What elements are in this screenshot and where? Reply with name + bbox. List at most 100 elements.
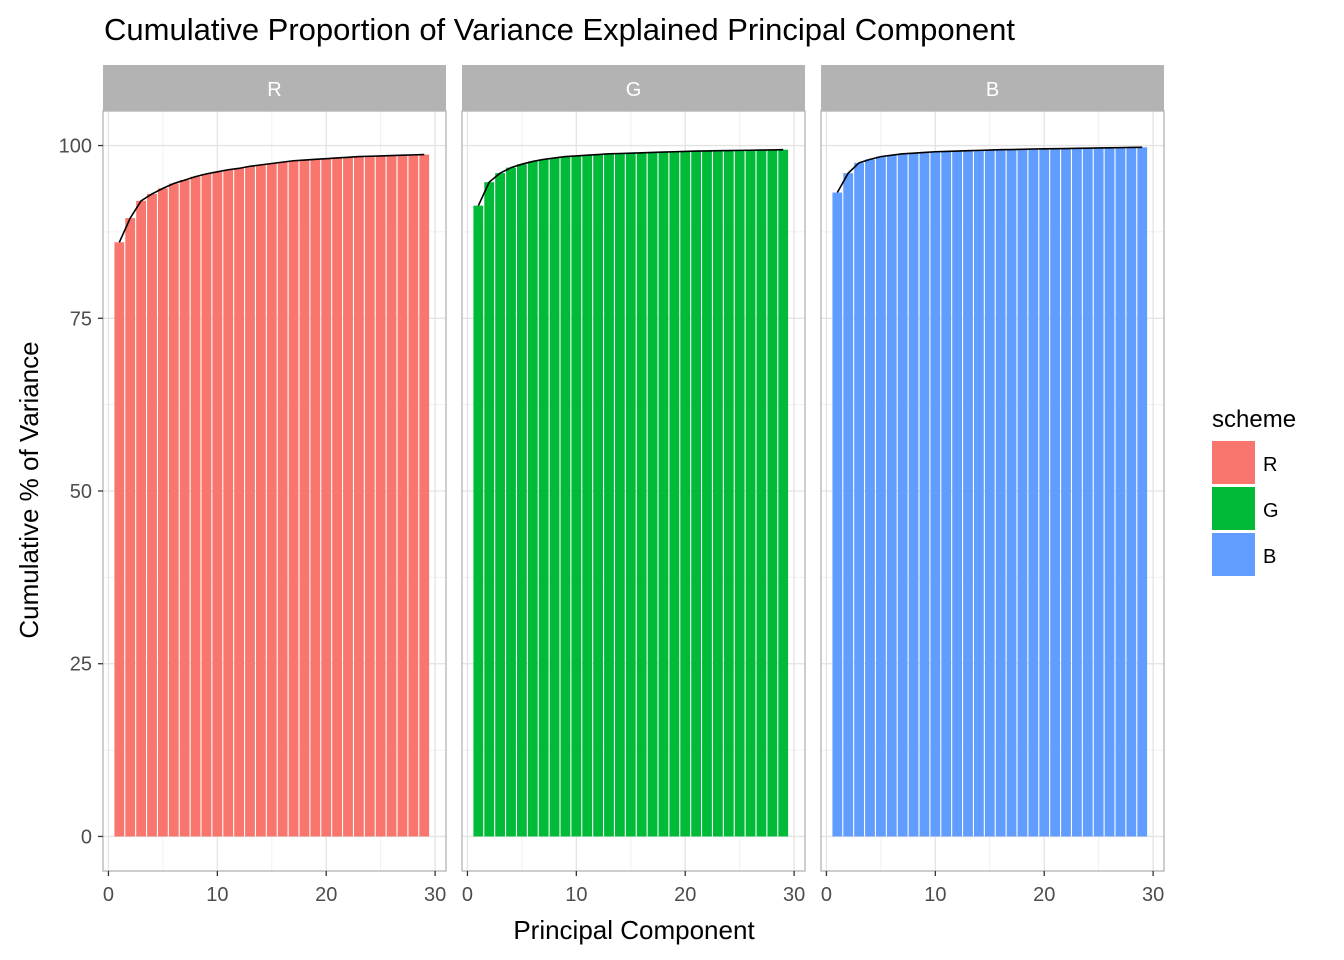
legend-title: scheme (1212, 406, 1296, 433)
bar-r-29 (419, 154, 430, 837)
bar-g-8 (549, 157, 560, 837)
bar-g-11 (582, 155, 593, 837)
bar-g-9 (560, 156, 571, 837)
bar-g-1 (473, 205, 484, 837)
bar-b-25 (1093, 147, 1104, 837)
bar-g-27 (756, 150, 767, 837)
bar-b-6 (886, 155, 897, 837)
bar-g-16 (636, 152, 647, 837)
bar-g-28 (767, 149, 778, 837)
chart-title: Cumulative Proportion of Variance Explai… (104, 12, 1015, 47)
bar-g-6 (527, 161, 538, 837)
bar-g-13 (604, 153, 614, 837)
bar-b-26 (1104, 147, 1115, 837)
bar-r-5 (157, 188, 168, 837)
x-tick-label: 10 (206, 884, 228, 906)
bar-g-7 (538, 159, 549, 837)
y-axis: 0 25 50 75 100 (59, 136, 103, 848)
strip-label-r: R (267, 79, 281, 101)
bar-g-2 (484, 182, 495, 837)
bar-b-28 (1126, 147, 1137, 837)
x-tick-label: 0 (821, 884, 832, 906)
strip-label-b: B (986, 79, 999, 101)
bar-b-19 (1028, 149, 1039, 837)
bar-b-21 (1050, 148, 1061, 837)
legend-key-r (1212, 441, 1255, 484)
bar-b-4 (865, 159, 875, 837)
bar-r-28 (408, 154, 419, 837)
bar-g-26 (745, 150, 756, 837)
bar-r-25 (375, 155, 386, 837)
bar-r-9 (201, 173, 212, 837)
y-tick-label: 100 (59, 136, 92, 158)
bar-r-10 (212, 171, 223, 837)
legend-key-b (1212, 533, 1255, 576)
line-g (477, 148, 784, 206)
x-tick-label: 20 (674, 884, 696, 906)
bar-g-17 (647, 152, 658, 837)
legend: scheme R G B (1212, 406, 1296, 576)
legend-label-g: G (1263, 500, 1279, 522)
bar-r-6 (168, 183, 179, 837)
legend-key-g (1212, 487, 1255, 530)
bar-r-11 (223, 169, 234, 837)
bar-r-7 (179, 180, 190, 837)
bar-g-5 (516, 164, 527, 837)
bar-g-22 (702, 150, 712, 837)
bar-b-3 (854, 162, 865, 837)
bar-g-23 (712, 150, 723, 837)
bar-b-16 (995, 149, 1006, 837)
bar-b-22 (1061, 148, 1071, 837)
bar-b-20 (1039, 148, 1050, 837)
line-r (118, 153, 425, 243)
bar-g-20 (680, 151, 691, 837)
legend-label-r: R (1263, 454, 1277, 476)
x-tick-label: 30 (424, 884, 446, 906)
x-tick-label: 30 (1142, 884, 1164, 906)
y-tick-label: 50 (70, 481, 92, 503)
bar-b-11 (941, 151, 952, 837)
bar-g-10 (571, 155, 582, 837)
bar-g-24 (723, 150, 734, 837)
x-tick-label: 20 (1033, 884, 1055, 906)
bar-r-13 (245, 166, 255, 837)
bar-g-14 (614, 153, 625, 837)
x-tick-label: 0 (103, 884, 114, 906)
panels-layer: R 0 10 20 30 G 0 10 20 30 B 0 10 20 30 (102, 65, 1165, 906)
x-tick-label: 10 (565, 884, 587, 906)
bar-g-18 (658, 152, 669, 837)
bar-r-24 (364, 156, 375, 837)
bar-r-20 (321, 158, 332, 837)
bar-r-15 (266, 163, 277, 837)
strip-label-g: G (626, 79, 642, 101)
bar-g-12 (593, 154, 604, 837)
x-axis-title: Principal Component (513, 915, 755, 945)
bar-r-14 (255, 164, 266, 837)
y-tick-label: 0 (81, 826, 92, 848)
legend-label-b: B (1263, 546, 1276, 568)
bar-r-27 (397, 155, 408, 837)
bar-b-5 (875, 156, 886, 837)
bar-r-1 (114, 242, 125, 837)
bar-b-10 (930, 151, 941, 837)
line-b (836, 146, 1143, 193)
bar-r-22 (343, 157, 353, 837)
panel-border-b (820, 110, 1165, 872)
bar-r-23 (353, 156, 364, 837)
x-tick-label: 0 (462, 884, 473, 906)
bar-b-9 (919, 152, 930, 837)
bar-r-8 (190, 176, 201, 837)
bar-g-25 (734, 150, 745, 837)
strip-r (103, 65, 446, 111)
bar-g-4 (506, 167, 516, 837)
bar-b-17 (1006, 149, 1017, 837)
strip-b (821, 65, 1164, 111)
y-tick-label: 25 (70, 654, 92, 676)
bar-b-2 (843, 173, 854, 837)
x-tick-label: 20 (315, 884, 337, 906)
bar-r-21 (332, 157, 343, 837)
panel-r: R 0 10 20 30 (102, 65, 447, 906)
strip-g (462, 65, 805, 111)
